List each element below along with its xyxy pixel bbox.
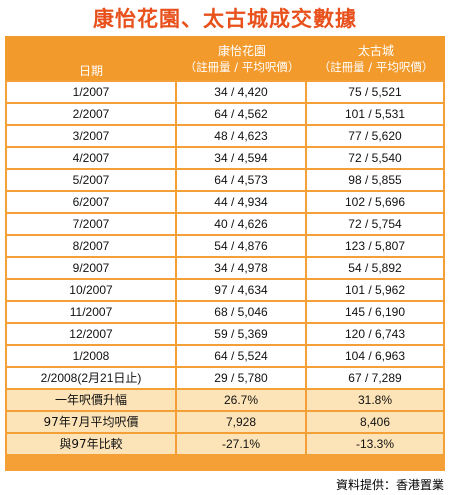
table-row: 11/2007 68 / 5,046 145 / 6,190: [5, 300, 445, 322]
cell-taikoo: 98 / 5,855: [307, 170, 443, 190]
header-taikoo: 太古城 （註冊量 / 平均呎價）: [307, 36, 445, 80]
cell-taikoo: 123 / 5,807: [307, 236, 443, 256]
cell-date: 5/2007: [7, 170, 175, 190]
summary-taikoo: -13.3%: [307, 434, 443, 454]
cell-taikoo: 145 / 6,190: [307, 302, 443, 322]
cell-date: 1/2008: [7, 346, 175, 366]
summary-taikoo: 8,406: [307, 412, 443, 432]
cell-date: 3/2007: [7, 126, 175, 146]
table-row: 7/2007 40 / 4,626 72 / 5,754: [5, 212, 445, 234]
header-kornhill-sub: （註冊量 / 平均呎價）: [184, 60, 300, 74]
header-date-label: 日期: [78, 64, 103, 78]
table-row: 6/2007 44 / 4,934 102 / 5,696: [5, 190, 445, 212]
cell-taikoo: 104 / 6,963: [307, 346, 443, 366]
table-body: 1/2007 34 / 4,420 75 / 5,521 2/2007 64 / 4,…: [5, 80, 445, 454]
summary-label: 與97年比較: [7, 434, 175, 454]
header-kornhill-name: 康怡花園: [217, 44, 266, 58]
header-kornhill: 康怡花園 （註冊量 / 平均呎價）: [177, 36, 307, 80]
cell-taikoo: 120 / 6,743: [307, 324, 443, 344]
cell-date: 6/2007: [7, 192, 175, 212]
table-row: 9/2007 34 / 4,978 54 / 5,892: [5, 256, 445, 278]
summary-row: 一年呎價升幅 26.7% 31.8%: [5, 388, 445, 410]
cell-taikoo: 75 / 5,521: [307, 82, 443, 102]
table-row: 4/2007 34 / 4,594 72 / 5,540: [5, 146, 445, 168]
summary-kornhill: -27.1%: [177, 434, 305, 454]
table-row: 1/2008 64 / 5,524 104 / 6,963: [5, 344, 445, 366]
cell-kornhill: 64 / 4,562: [177, 104, 305, 124]
cell-date: 1/2007: [7, 82, 175, 102]
cell-date: 2/2007: [7, 104, 175, 124]
table-row: 2/2007 64 / 4,562 101 / 5,531: [5, 102, 445, 124]
cell-date: 4/2007: [7, 148, 175, 168]
cell-kornhill: 34 / 4,594: [177, 148, 305, 168]
table-row: 12/2007 59 / 5,369 120 / 6,743: [5, 322, 445, 344]
summary-taikoo: 31.8%: [307, 390, 443, 410]
summary-kornhill: 7,928: [177, 412, 305, 432]
cell-kornhill: 54 / 4,876: [177, 236, 305, 256]
table-row: 3/2007 48 / 4,623 77 / 5,620: [5, 124, 445, 146]
header-date: 日期: [5, 36, 177, 80]
table-row: 1/2007 34 / 4,420 75 / 5,521: [5, 80, 445, 102]
cell-taikoo: 101 / 5,962: [307, 280, 443, 300]
title-bar: 康怡花園、太古城成交數據: [0, 0, 450, 36]
cell-kornhill: 48 / 4,623: [177, 126, 305, 146]
cell-taikoo: 101 / 5,531: [307, 104, 443, 124]
cell-kornhill: 44 / 4,934: [177, 192, 305, 212]
table-row: 8/2007 54 / 4,876 123 / 5,807: [5, 234, 445, 256]
summary-label: 一年呎價升幅: [7, 390, 175, 410]
cell-kornhill: 29 / 5,780: [177, 368, 305, 388]
cell-date: 11/2007: [7, 302, 175, 322]
cell-taikoo: 102 / 5,696: [307, 192, 443, 212]
cell-kornhill: 68 / 5,046: [177, 302, 305, 322]
summary-row: 與97年比較 -27.1% -13.3%: [5, 432, 445, 454]
source-credit: 資料提供：香港置業: [335, 478, 444, 492]
header-taikoo-name: 太古城: [357, 44, 394, 58]
header-taikoo-sub: （註冊量 / 平均呎價）: [318, 60, 434, 74]
cell-kornhill: 64 / 4,573: [177, 170, 305, 190]
cell-date: 10/2007: [7, 280, 175, 300]
cell-date: 2/2008(2月21日止): [7, 368, 175, 388]
cell-date: 7/2007: [7, 214, 175, 234]
cell-taikoo: 54 / 5,892: [307, 258, 443, 278]
summary-row: 97年7月平均呎價 7,928 8,406: [5, 410, 445, 432]
cell-taikoo: 77 / 5,620: [307, 126, 443, 146]
cell-date: 8/2007: [7, 236, 175, 256]
cell-kornhill: 34 / 4,978: [177, 258, 305, 278]
page-title: 康怡花園、太古城成交數據: [93, 7, 357, 31]
cell-kornhill: 34 / 4,420: [177, 82, 305, 102]
cell-kornhill: 97 / 4,634: [177, 280, 305, 300]
cell-date: 12/2007: [7, 324, 175, 344]
cell-taikoo: 72 / 5,540: [307, 148, 443, 168]
summary-kornhill: 26.7%: [177, 390, 305, 410]
cell-taikoo: 72 / 5,754: [307, 214, 443, 234]
table-row: 10/2007 97 / 4,634 101 / 5,962: [5, 278, 445, 300]
table-row: 5/2007 64 / 4,573 98 / 5,855: [5, 168, 445, 190]
table-header: 日期 康怡花園 （註冊量 / 平均呎價） 太古城 （註冊量 / 平均呎價）: [5, 36, 445, 80]
transaction-table: 日期 康怡花園 （註冊量 / 平均呎價） 太古城 （註冊量 / 平均呎價） 1/…: [5, 36, 445, 471]
cell-kornhill: 40 / 4,626: [177, 214, 305, 234]
cell-kornhill: 59 / 5,369: [177, 324, 305, 344]
cell-kornhill: 64 / 5,524: [177, 346, 305, 366]
cell-taikoo: 67 / 7,289: [307, 368, 443, 388]
summary-label: 97年7月平均呎價: [7, 412, 175, 432]
cell-date: 9/2007: [7, 258, 175, 278]
table-row: 2/2008(2月21日止) 29 / 5,780 67 / 7,289: [5, 366, 445, 388]
